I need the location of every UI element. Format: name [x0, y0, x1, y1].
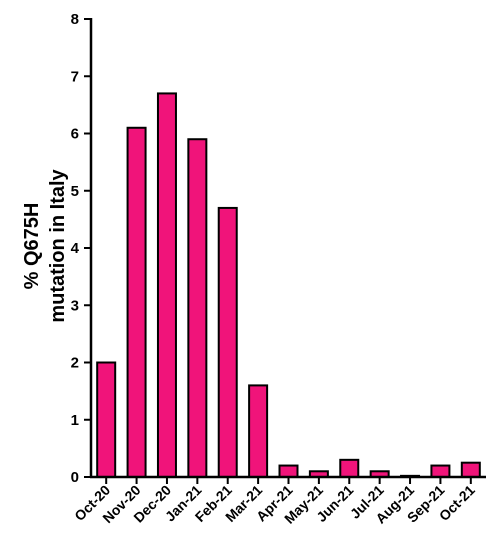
- bars: [96, 92, 481, 479]
- bar-apr-21: [278, 464, 299, 478]
- y-axis-title: % Q675H mutation in Italy: [21, 168, 69, 322]
- y-axis-title-line: % Q675H: [21, 203, 43, 290]
- bar-dec-20: [156, 92, 177, 479]
- y-tick-label: 7: [71, 68, 79, 85]
- x-axis: Oct-20Nov-20Dec-20Jan-21Feb-21Mar-21Apr-…: [71, 475, 486, 527]
- bar-feb-21: [217, 206, 238, 479]
- bar-nov-20: [126, 126, 147, 479]
- y-tick-label: 5: [71, 183, 79, 200]
- y-axis: 0 1 2 3 4 5 6 7 8: [71, 11, 93, 486]
- y-tick-label: 2: [71, 355, 79, 372]
- bar-jan-21: [187, 138, 208, 478]
- bar-oct-21: [460, 461, 481, 478]
- bar-oct-20: [96, 361, 117, 478]
- y-tick-label: 6: [71, 126, 79, 143]
- bar-mar-21: [248, 384, 269, 478]
- y-tick-label: 0: [71, 469, 79, 486]
- bar-jun-21: [339, 458, 360, 479]
- bar-sep-21: [430, 464, 451, 478]
- y-axis-title-line: mutation in Italy: [47, 168, 69, 322]
- y-tick-label: 1: [71, 412, 79, 429]
- y-tick-label: 4: [71, 240, 80, 257]
- y-tick-label: 3: [71, 297, 79, 314]
- y-tick-label: 8: [71, 11, 79, 28]
